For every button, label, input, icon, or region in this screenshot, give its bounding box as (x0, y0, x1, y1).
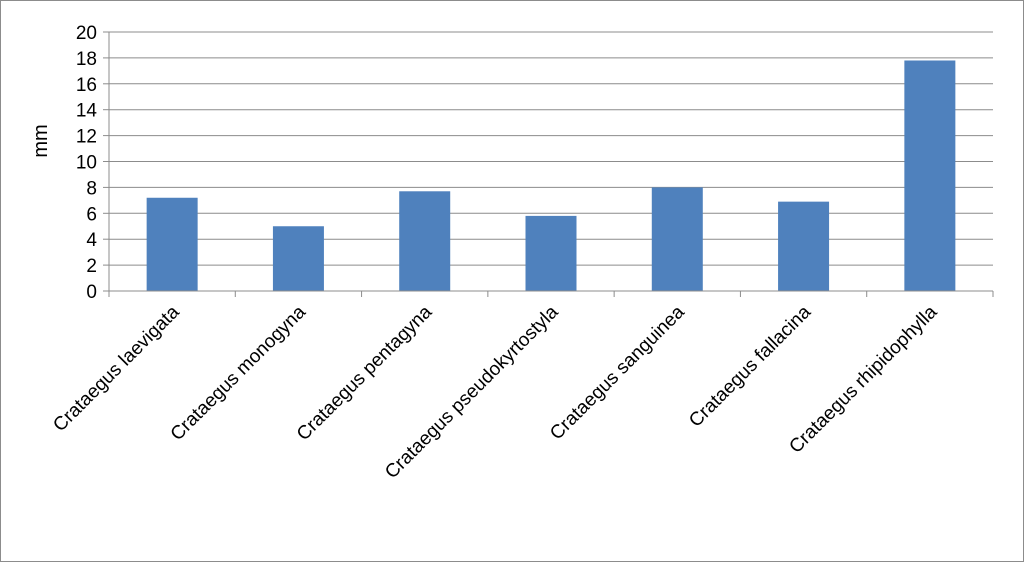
y-tick-label: 4 (86, 230, 97, 251)
x-category-label: Crataegus rhipidophylla (785, 301, 941, 457)
y-tick-label: 14 (76, 101, 98, 122)
bar (778, 201, 830, 291)
bar (272, 226, 324, 291)
axes (108, 32, 994, 297)
bar (651, 187, 703, 291)
gridlines (103, 31, 993, 292)
y-tick-label: 16 (76, 75, 97, 96)
y-tick-label: 10 (76, 153, 97, 174)
y-tick-label: 6 (86, 204, 97, 225)
y-tick-label: 8 (86, 178, 97, 199)
y-tick-label: 2 (86, 256, 97, 277)
bars (146, 60, 956, 291)
y-tick-label: 12 (76, 127, 97, 148)
y-tick-labels: 0 2 4 6 8 10 12 14 16 18 20 (76, 23, 98, 303)
x-category-label: Crataegus fallacina (685, 301, 815, 431)
x-category-label: Crataegus sanguinea (546, 301, 689, 444)
bar (146, 197, 198, 291)
y-axis-label: mm (30, 124, 52, 157)
bar (525, 215, 577, 291)
y-tick-label: 18 (76, 49, 97, 70)
y-tick-label: 0 (86, 282, 97, 303)
y-tick-label: 20 (76, 23, 97, 44)
x-category-label: Crataegus pentagyna (293, 301, 437, 445)
bar (904, 60, 956, 291)
bar (399, 191, 451, 291)
x-category-label: Crataegus monogyna (167, 301, 311, 445)
x-category-label: Crataegus laevigata (49, 301, 184, 436)
